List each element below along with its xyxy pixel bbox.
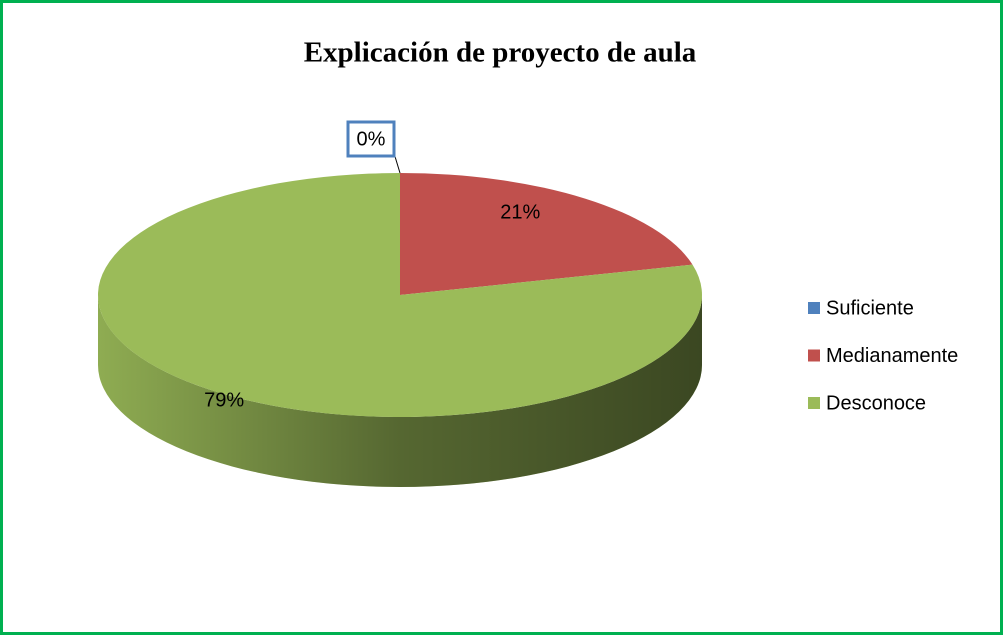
legend-swatch bbox=[808, 397, 820, 409]
slice bbox=[400, 173, 693, 295]
legend-label: Desconoce bbox=[826, 392, 926, 414]
chart-title: Explicación de proyecto de aula bbox=[304, 37, 697, 69]
legend-label: Medianamente bbox=[826, 345, 958, 367]
slice-top bbox=[400, 173, 693, 295]
data-label: 0% bbox=[357, 128, 386, 150]
slice-side-shade bbox=[98, 295, 702, 487]
legend-label: Suficiente bbox=[826, 297, 914, 319]
data-label: 21% bbox=[500, 201, 540, 223]
label-box bbox=[346, 120, 396, 158]
legend-swatch bbox=[808, 302, 820, 314]
data-label: 79% bbox=[204, 389, 244, 411]
slice bbox=[97, 173, 703, 487]
legend-swatch bbox=[808, 349, 820, 362]
slice-top bbox=[97, 173, 703, 417]
